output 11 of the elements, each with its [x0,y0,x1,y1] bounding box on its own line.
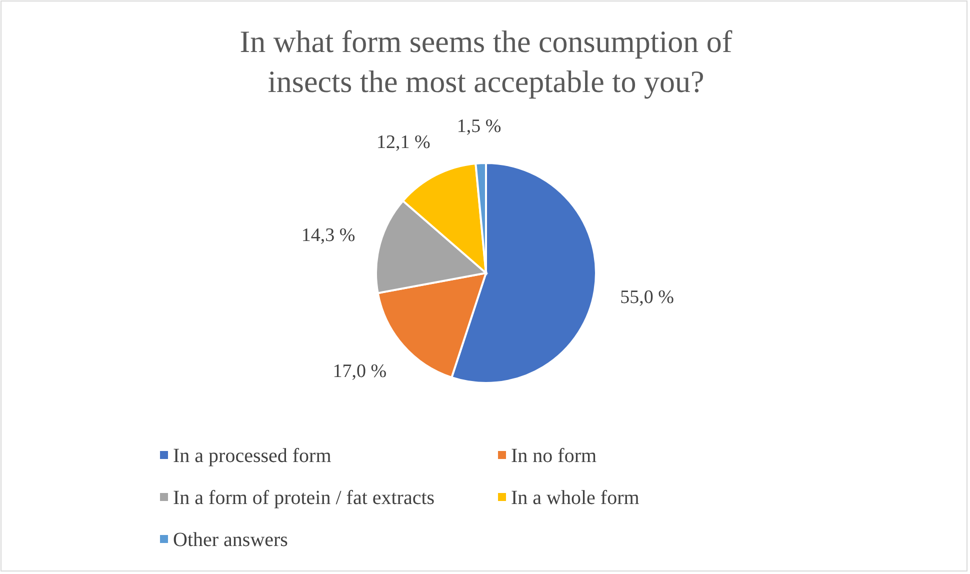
data-label: 14,3 % [301,224,356,246]
data-label: 55,0 % [620,287,674,308]
legend-label: In a whole form [511,487,640,509]
data-label: 1,5 % [456,116,502,137]
data-label: 17,0 % [332,361,387,382]
chart-title: In what form seems the consumption of insects the most acceptable to you? [240,24,733,99]
legend-label: Other answers [173,529,288,551]
data-label: 12,1 % [376,132,431,154]
legend-label: In a form of protein / fat extracts [173,487,435,509]
legend-label: In a processed form [173,445,332,467]
legend-label: In no form [511,445,597,467]
